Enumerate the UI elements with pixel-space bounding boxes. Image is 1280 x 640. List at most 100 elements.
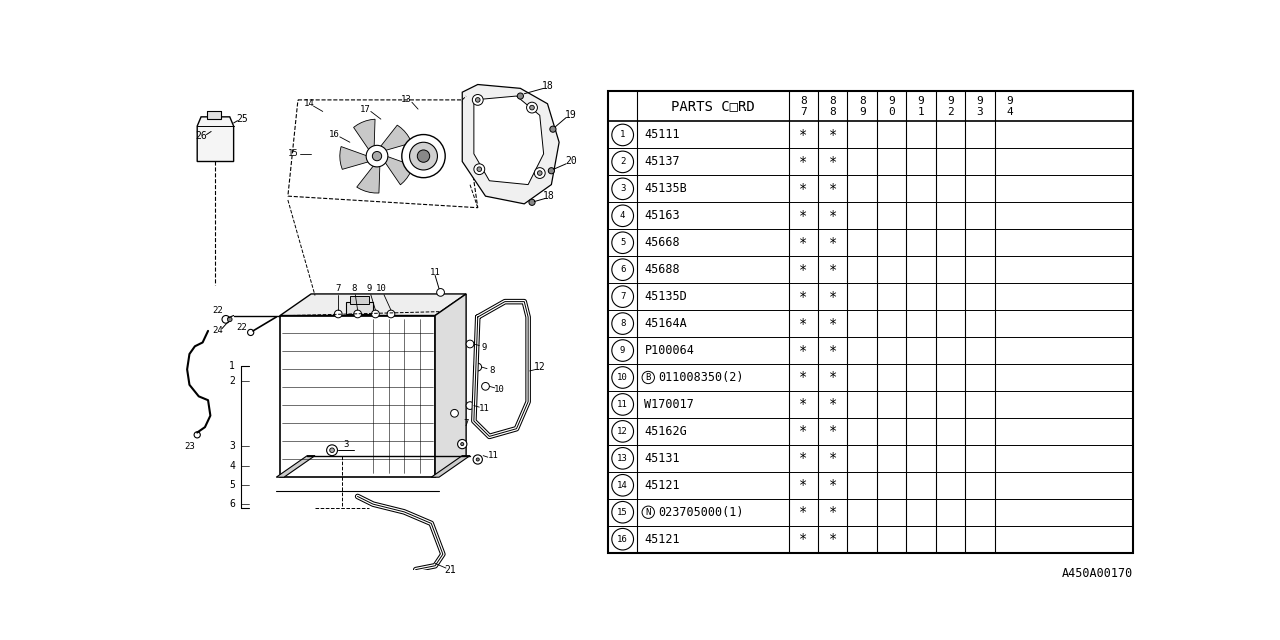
Text: A450A00170: A450A00170: [1061, 566, 1133, 580]
Text: *: *: [799, 344, 808, 358]
Circle shape: [612, 474, 634, 496]
Text: 0: 0: [888, 108, 895, 117]
Text: 3: 3: [229, 442, 236, 451]
Circle shape: [366, 145, 388, 167]
Polygon shape: [357, 165, 380, 193]
Circle shape: [612, 367, 634, 388]
Text: 23: 23: [184, 442, 195, 451]
Text: *: *: [799, 424, 808, 438]
Text: 18: 18: [541, 81, 553, 91]
Circle shape: [481, 383, 489, 390]
Circle shape: [221, 316, 229, 323]
Text: *: *: [799, 317, 808, 331]
Bar: [346, 303, 374, 314]
Text: 14: 14: [303, 99, 314, 108]
Circle shape: [612, 502, 634, 523]
Circle shape: [548, 168, 554, 174]
Text: 2: 2: [947, 108, 954, 117]
Circle shape: [372, 152, 381, 161]
Polygon shape: [280, 294, 466, 316]
Circle shape: [643, 506, 654, 518]
Circle shape: [451, 410, 458, 417]
Text: 11: 11: [488, 451, 499, 460]
Circle shape: [612, 259, 634, 280]
Circle shape: [476, 458, 479, 461]
Text: 24: 24: [212, 326, 224, 335]
Circle shape: [534, 168, 545, 179]
Circle shape: [474, 164, 485, 175]
Circle shape: [402, 134, 445, 178]
Text: 9: 9: [859, 108, 865, 117]
Bar: [280, 316, 435, 477]
Text: 6: 6: [620, 265, 626, 274]
Text: 8: 8: [829, 97, 836, 106]
Text: 22: 22: [236, 323, 247, 332]
Bar: [608, 91, 1133, 553]
Text: 11: 11: [479, 404, 489, 413]
Text: 21: 21: [444, 564, 457, 575]
Circle shape: [334, 310, 342, 318]
Text: *: *: [799, 371, 808, 385]
Text: 45135B: 45135B: [644, 182, 687, 195]
Bar: [349, 296, 369, 304]
Text: 17: 17: [360, 104, 371, 114]
Text: 8: 8: [859, 97, 865, 106]
Text: *: *: [828, 397, 837, 412]
Circle shape: [612, 394, 634, 415]
Circle shape: [477, 167, 481, 172]
Polygon shape: [339, 147, 370, 170]
Text: 45688: 45688: [644, 263, 680, 276]
Text: 9: 9: [366, 284, 372, 293]
Circle shape: [461, 442, 463, 445]
Text: 8: 8: [352, 284, 357, 293]
Circle shape: [228, 317, 232, 322]
Text: W170017: W170017: [644, 398, 694, 411]
Circle shape: [517, 93, 524, 99]
Text: 20: 20: [564, 157, 576, 166]
Polygon shape: [380, 125, 412, 150]
Text: 25: 25: [237, 114, 248, 124]
Text: 11: 11: [617, 400, 628, 409]
Text: 4: 4: [620, 211, 626, 220]
Text: 45162G: 45162G: [644, 425, 687, 438]
Circle shape: [612, 124, 634, 146]
Circle shape: [387, 310, 394, 318]
Text: 9: 9: [1006, 97, 1012, 106]
Text: 9: 9: [947, 97, 954, 106]
Text: *: *: [828, 262, 837, 276]
Circle shape: [417, 150, 430, 163]
Text: 2: 2: [620, 157, 626, 166]
Text: 45131: 45131: [644, 452, 680, 465]
Circle shape: [410, 142, 438, 170]
Circle shape: [612, 178, 634, 200]
Text: 10: 10: [376, 284, 387, 293]
Circle shape: [475, 97, 480, 102]
Text: *: *: [828, 236, 837, 250]
Text: *: *: [828, 155, 837, 169]
Text: 5: 5: [620, 238, 626, 247]
Text: 26: 26: [195, 131, 207, 141]
Text: 45164A: 45164A: [644, 317, 687, 330]
Text: *: *: [828, 371, 837, 385]
Text: 14: 14: [617, 481, 628, 490]
Text: 12: 12: [534, 362, 545, 372]
Circle shape: [612, 151, 634, 173]
Text: 45668: 45668: [644, 236, 680, 249]
Text: 7: 7: [620, 292, 626, 301]
Text: *: *: [799, 182, 808, 196]
Text: P100064: P100064: [644, 344, 694, 357]
Text: *: *: [799, 397, 808, 412]
Polygon shape: [435, 294, 466, 477]
Text: *: *: [828, 424, 837, 438]
Text: 10: 10: [494, 385, 504, 394]
Circle shape: [195, 432, 200, 438]
Circle shape: [612, 529, 634, 550]
Circle shape: [529, 199, 535, 205]
Text: 8: 8: [800, 97, 806, 106]
Text: 11: 11: [430, 268, 440, 277]
Text: *: *: [828, 182, 837, 196]
Text: *: *: [799, 236, 808, 250]
Polygon shape: [353, 119, 375, 150]
Text: *: *: [799, 478, 808, 492]
Circle shape: [550, 126, 556, 132]
